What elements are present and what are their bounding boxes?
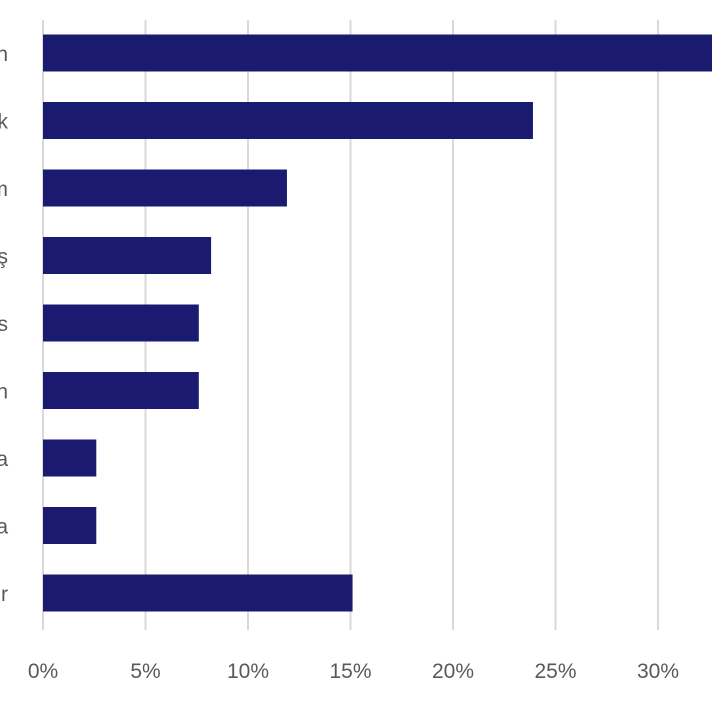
- category-label: n: [0, 381, 8, 404]
- bar: [43, 574, 353, 612]
- category-label: ş: [0, 246, 8, 269]
- category-label: a: [0, 448, 8, 471]
- x-axis-tick-labels: 0% 5% 10% 15% 20% 25% 30%: [28, 660, 679, 683]
- x-tick-label: 10%: [227, 660, 269, 683]
- category-label: a: [0, 516, 8, 539]
- bar: [43, 169, 287, 207]
- x-tick-label: 0%: [28, 660, 58, 683]
- x-tick-label: 25%: [534, 660, 576, 683]
- bar: [43, 102, 533, 139]
- category-label: k: [0, 111, 9, 134]
- bar: [43, 372, 199, 409]
- x-tick-label: 20%: [432, 660, 474, 683]
- x-tick-label: 5%: [130, 660, 160, 683]
- category-labels: n k m ş s n a a r: [0, 43, 9, 606]
- category-label: s: [0, 313, 8, 336]
- category-label: m: [0, 178, 8, 201]
- bar: [43, 34, 712, 72]
- x-tick-label: 15%: [329, 660, 371, 683]
- category-label: n: [0, 43, 8, 66]
- bar: [43, 439, 97, 477]
- bar: [43, 237, 212, 274]
- bar: [43, 507, 97, 544]
- bar: [43, 304, 199, 342]
- bars: [43, 34, 712, 612]
- category-label: r: [1, 583, 8, 606]
- x-tick-label: 30%: [637, 660, 679, 683]
